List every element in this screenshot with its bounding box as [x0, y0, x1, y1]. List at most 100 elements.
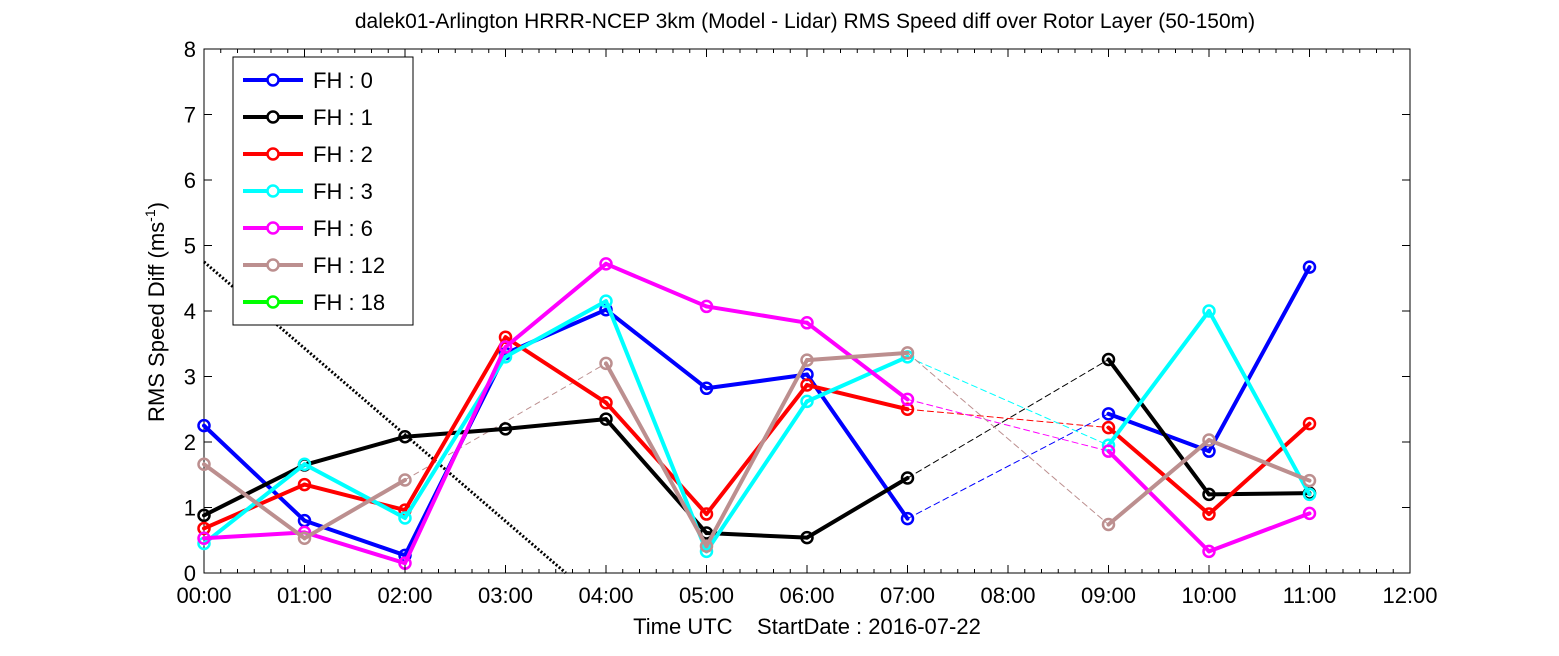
series-segment: [704, 304, 809, 325]
data-point: [900, 392, 915, 407]
x-axis-label: Time UTC StartDate : 2016-07-22: [633, 614, 981, 639]
y-tick-label: 8: [184, 37, 196, 62]
data-point: [1302, 473, 1317, 488]
data-point: [1202, 304, 1216, 318]
data-point: [599, 395, 613, 410]
legend-label: FH : 2: [313, 142, 373, 167]
data-point: [1302, 506, 1317, 521]
data-point: [197, 457, 211, 472]
series-segment: [805, 476, 910, 540]
data-point: [1202, 487, 1216, 502]
legend-marker: [266, 221, 280, 235]
series-5: [197, 346, 1317, 553]
y-tick-label: 3: [184, 365, 196, 390]
series-segment: [1106, 357, 1211, 497]
data-point: [498, 340, 513, 354]
legend-marker: [266, 147, 280, 161]
legend-label: FH : 1: [313, 105, 373, 130]
series-segment: [302, 530, 407, 566]
series-4: [197, 257, 1317, 570]
series-segment: [403, 426, 508, 439]
series-segment: [403, 345, 508, 566]
legend-marker: [266, 258, 280, 272]
series-gap-segment: [907, 413, 1109, 520]
data-point: [498, 422, 513, 436]
series-layer: [197, 257, 1317, 570]
x-tick-label: 07:00: [880, 583, 935, 608]
series-gap-segment: [907, 356, 1109, 446]
series-segment: [704, 372, 809, 391]
data-point: [699, 381, 714, 396]
data-point: [800, 316, 814, 330]
data-point: [398, 511, 412, 525]
x-tick-label: 02:00: [377, 583, 432, 608]
series-segment: [302, 434, 407, 467]
series-gap-segment: [907, 398, 1109, 452]
series-segment: [503, 261, 608, 350]
legend-label: FH : 18: [313, 290, 385, 315]
data-point: [699, 507, 714, 521]
series-segment: [805, 372, 910, 521]
data-point: [1101, 444, 1116, 458]
data-point: [900, 471, 915, 485]
y-axis-label: RMS Speed Diff (ms-1): [142, 202, 169, 422]
data-point: [197, 418, 211, 433]
x-tick-label: 00:00: [176, 583, 231, 608]
series-segment: [202, 423, 307, 523]
series-gap-segment: [907, 358, 1109, 479]
x-tick-label: 04:00: [578, 583, 633, 608]
series-segment: [1207, 309, 1312, 497]
y-axis-label-close: ): [144, 202, 169, 209]
series-segment: [1207, 438, 1312, 483]
legend-label: FH : 3: [313, 179, 373, 204]
x-tick-label: 03:00: [478, 583, 533, 608]
data-point: [197, 508, 211, 523]
data-point: [599, 294, 613, 308]
data-point: [297, 477, 312, 492]
series-segment: [302, 477, 407, 541]
data-point: [699, 539, 714, 553]
y-tick-label: 6: [184, 168, 196, 193]
series-segment: [1106, 425, 1211, 517]
y-axis-ticks: 0 1 2 3 4 5 6 7 8: [184, 37, 1410, 586]
x-tick-label: 10:00: [1181, 583, 1236, 608]
legend: FH : 0 FH : 1 FH : 2 FH : 3 FH : 6 FH : 12 FH …: [232, 56, 414, 326]
y-tick-label: 7: [184, 103, 196, 128]
y-tick-label: 1: [184, 496, 196, 521]
series-segment: [604, 361, 709, 549]
series-segment: [503, 417, 608, 431]
data-point: [1302, 487, 1317, 502]
data-point: [398, 473, 412, 487]
data-point: [800, 394, 814, 409]
series-segment: [704, 399, 809, 554]
data-point: [1101, 517, 1116, 532]
data-point: [800, 353, 814, 367]
x-tick-label: 09:00: [1081, 583, 1136, 608]
x-tick-label: 01:00: [277, 583, 332, 608]
x-tick-label: 08:00: [980, 583, 1035, 608]
data-point: [1101, 420, 1116, 435]
legend-marker: [266, 184, 280, 198]
series-segment: [805, 350, 910, 363]
series-segment: [1207, 421, 1312, 517]
series-segment: [202, 462, 307, 518]
series-segment: [604, 261, 709, 309]
data-point: [1202, 507, 1216, 521]
y-axis-label-main: RMS Speed Diff (ms: [144, 222, 169, 422]
series-segment: [403, 335, 508, 513]
series-segment: [1106, 438, 1211, 527]
legend-label: FH : 6: [313, 216, 373, 241]
data-point: [1302, 416, 1317, 431]
x-tick-label: 11:00: [1283, 583, 1336, 608]
data-point: [1302, 260, 1317, 274]
series-gap-segment: [907, 408, 1109, 429]
series-segment: [302, 482, 407, 513]
legend-marker: [266, 110, 280, 124]
x-tick-label: 05:00: [679, 583, 734, 608]
data-point: [599, 356, 613, 371]
data-point: [1202, 544, 1216, 559]
data-point: [699, 299, 714, 314]
legend-label: FH : 0: [313, 68, 373, 93]
series-segment: [1207, 511, 1312, 554]
